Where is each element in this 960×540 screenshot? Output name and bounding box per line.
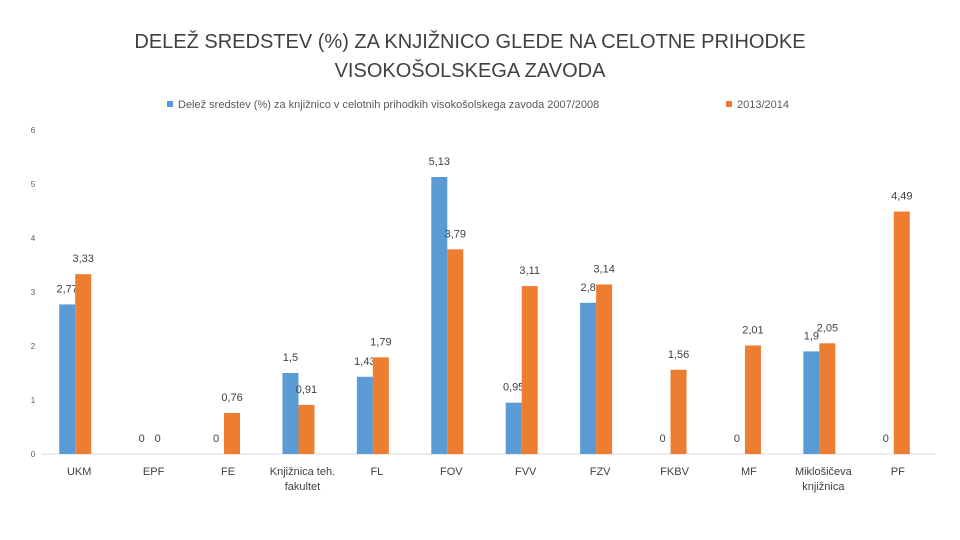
x-category-label: FZV	[590, 466, 611, 478]
data-label-series-2: 4,49	[891, 191, 912, 203]
data-label-series-1: 0	[139, 433, 145, 445]
chart-title-line-1: DELEŽ SREDSTEV (%) ZA KNJIŽNICO GLEDE NA…	[134, 31, 806, 53]
bar-series-1	[59, 304, 76, 454]
bar-series-2	[224, 412, 241, 454]
y-tick-label: 1	[31, 396, 36, 405]
data-label-series-2: 0,91	[296, 384, 317, 396]
bar-series-2	[744, 345, 761, 454]
data-label-series-1: 0	[883, 433, 889, 445]
data-label-series-2: 0,76	[221, 392, 242, 404]
data-label-series-1: 2,8	[580, 282, 595, 294]
data-label-series-1: 1,5	[283, 352, 298, 364]
data-label-series-2: 3,14	[593, 263, 614, 275]
data-label-series-1: 1,9	[804, 330, 819, 342]
data-label-series-2: 1,79	[370, 336, 391, 348]
data-label-series-2: 3,79	[445, 228, 466, 240]
bar-series-1	[580, 302, 597, 454]
bar-series-1	[282, 373, 299, 454]
legend-swatch-2013-2014	[726, 101, 732, 108]
bar-series-2	[521, 286, 538, 454]
data-label-series-1: 5,13	[429, 156, 450, 168]
bar-series-1	[431, 176, 448, 455]
x-category-label: FE	[221, 466, 235, 478]
data-label-series-1: 0	[213, 433, 219, 445]
bar-series-2	[75, 274, 92, 454]
y-tick-label: 5	[31, 180, 36, 189]
data-label-series-2: 3,33	[72, 253, 93, 265]
y-tick-label: 3	[31, 288, 36, 297]
legend-item-2007-2008: Delež sredstev (%) za knjižnico v celotn…	[167, 99, 599, 111]
x-category-label: FL	[370, 466, 383, 478]
data-label-series-1: 0	[734, 433, 740, 445]
x-category-label: UKM	[67, 466, 91, 478]
y-tick-label: 6	[31, 126, 36, 135]
bar-series-2	[819, 343, 836, 454]
chart-title-line-2: VISOKOŠOLSKEGA ZAVODA	[334, 60, 606, 82]
x-category-label: EPF	[143, 466, 165, 478]
x-category-label: PF	[891, 466, 905, 478]
bar-series-1	[505, 402, 522, 454]
y-tick-label: 4	[31, 234, 36, 243]
x-category-label: MF	[741, 466, 757, 478]
data-label-series-1: 1,43	[354, 356, 375, 368]
bar-series-2	[596, 284, 613, 454]
y-tick-label: 2	[31, 342, 36, 351]
x-category-label: Miklošičeva knjižnica	[795, 466, 853, 493]
bar-series-2	[893, 211, 910, 454]
bar-series-2	[298, 404, 315, 454]
data-label-series-2: 1,56	[668, 349, 689, 361]
bar-series-1	[803, 351, 820, 454]
chart-title: DELEŽ SREDSTEV (%) ZA KNJIŽNICO GLEDE NA…	[0, 28, 940, 86]
data-label-series-2: 2,05	[817, 322, 838, 334]
data-label-series-2: 3,11	[519, 265, 540, 277]
data-label-series-2: 0	[155, 433, 161, 445]
bar-series-2	[670, 369, 687, 454]
x-category-label: FVV	[515, 466, 537, 478]
chart-legend: Delež sredstev (%) za knjižnico v celotn…	[0, 99, 960, 115]
x-category-label: FKBV	[660, 466, 689, 478]
legend-label-2007-2008: Delež sredstev (%) za knjižnico v celotn…	[178, 99, 600, 111]
legend-label-2013-2014: 2013/2014	[737, 99, 789, 111]
legend-swatch-2007-2008	[167, 101, 173, 108]
bar-series-1	[356, 376, 373, 454]
bar-series-2	[372, 357, 389, 454]
bar-series-2	[447, 249, 464, 454]
y-tick-label: 0	[31, 450, 36, 459]
x-category-label: FOV	[440, 466, 463, 478]
x-category-label: Knjižnica teh. fakultet	[270, 466, 335, 493]
legend-item-2013-2014: 2013/2014	[726, 99, 789, 111]
data-label-series-1: 0	[659, 433, 665, 445]
data-label-series-1: 2,77	[56, 283, 77, 295]
data-label-series-2: 2,01	[742, 324, 763, 336]
data-label-series-1: 0,95	[503, 382, 524, 394]
